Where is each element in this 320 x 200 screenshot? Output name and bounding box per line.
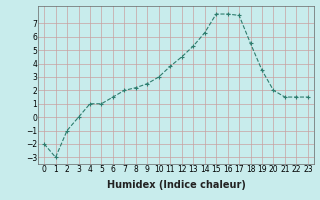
X-axis label: Humidex (Indice chaleur): Humidex (Indice chaleur)	[107, 180, 245, 190]
